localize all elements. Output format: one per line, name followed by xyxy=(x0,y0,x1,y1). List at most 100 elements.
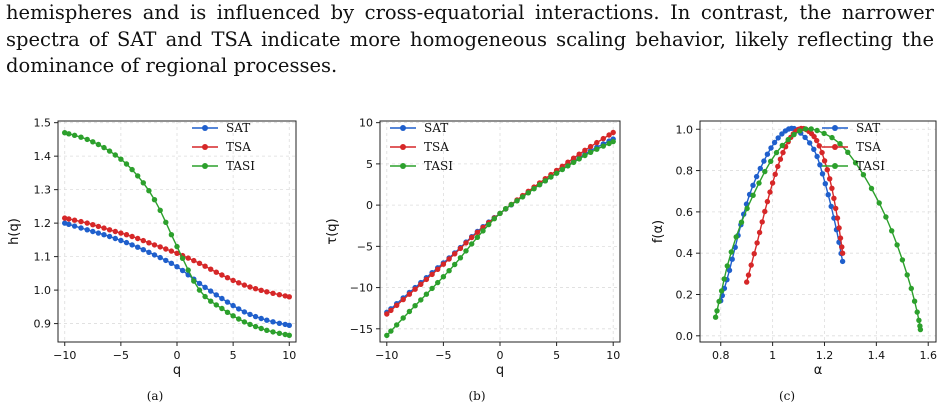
data-point-tsa xyxy=(764,198,771,205)
y-tick-label: 1.0 xyxy=(676,123,694,136)
data-point-tasi xyxy=(118,156,124,162)
data-point-tsa xyxy=(744,279,750,285)
data-point-tasi xyxy=(241,319,248,325)
data-point-tasi xyxy=(576,156,582,162)
data-point-tasi xyxy=(174,243,180,250)
legend-label-sat: SAT xyxy=(424,121,448,135)
data-point-tsa xyxy=(241,282,248,288)
data-point-tsa xyxy=(146,240,152,246)
data-point-sat xyxy=(90,228,96,235)
data-point-tasi xyxy=(258,325,264,332)
data-point-tasi xyxy=(264,327,270,333)
data-point-tasi xyxy=(514,198,520,204)
data-point-tasi xyxy=(536,182,543,188)
data-point-sat xyxy=(761,158,767,164)
series-line-tsa xyxy=(746,127,844,283)
data-point-tasi xyxy=(553,170,560,176)
y-tick-label: 5 xyxy=(366,158,373,171)
data-point-sat xyxy=(814,153,820,160)
data-point-tasi xyxy=(423,291,430,297)
legend-marker-sat xyxy=(400,125,406,131)
panel-caption: (a) xyxy=(147,389,164,403)
data-point-tsa xyxy=(836,225,842,231)
data-point-sat xyxy=(140,247,146,253)
legend-marker-tsa xyxy=(400,144,406,150)
data-point-tsa xyxy=(565,159,571,165)
data-point-tasi xyxy=(196,287,203,293)
data-point-tasi xyxy=(469,241,475,247)
y-tick-label: 1.0 xyxy=(34,284,52,297)
data-point-tsa xyxy=(135,235,141,242)
data-point-tsa xyxy=(767,189,773,195)
data-point-tsa xyxy=(814,137,820,144)
data-point-tasi xyxy=(889,228,895,234)
data-point-sat xyxy=(819,171,826,177)
data-point-tsa xyxy=(777,156,784,162)
paragraph-line: dominance of regional processes. xyxy=(6,54,338,77)
data-point-sat xyxy=(129,242,135,248)
data-point-tasi xyxy=(899,257,906,263)
x-axis-label: q xyxy=(173,363,181,378)
data-point-tasi xyxy=(876,200,882,206)
axes-frame xyxy=(699,120,937,343)
data-point-tsa xyxy=(84,220,90,226)
data-point-tsa xyxy=(163,246,169,252)
legend-marker-tsa xyxy=(832,144,838,150)
data-point-tsa xyxy=(224,275,231,281)
x-tick-label: −5 xyxy=(113,349,129,362)
paragraph-line: hemispheres and is influenced by cross-e… xyxy=(6,1,934,24)
legend-marker-tasi xyxy=(400,163,406,169)
data-point-tasi xyxy=(750,192,756,198)
data-point-tsa xyxy=(811,133,817,140)
data-point-sat xyxy=(753,173,760,180)
data-point-tasi xyxy=(600,143,606,149)
data-point-tasi xyxy=(486,221,492,228)
data-point-tasi xyxy=(270,329,276,335)
data-point-sat xyxy=(106,233,113,240)
data-point-sat xyxy=(750,182,756,188)
data-point-sat xyxy=(726,267,733,273)
data-point-tsa xyxy=(769,180,776,186)
data-point-tasi xyxy=(762,168,768,175)
data-point-tsa xyxy=(95,223,102,230)
data-point-tasi xyxy=(168,232,175,238)
data-point-sat xyxy=(252,313,259,320)
data-point-tasi xyxy=(429,285,435,292)
data-point-tsa xyxy=(829,185,835,191)
data-point-tsa xyxy=(819,149,825,156)
data-point-tasi xyxy=(791,131,797,138)
data-point-tasi xyxy=(157,207,163,213)
y-axis-label: f(α) xyxy=(651,220,666,243)
x-tick-label: 1 xyxy=(769,349,776,362)
data-point-sat xyxy=(61,220,68,226)
data-point-tasi xyxy=(230,313,236,319)
data-point-tasi xyxy=(606,140,612,147)
data-point-tsa xyxy=(191,257,197,264)
data-point-tasi xyxy=(406,308,413,315)
data-point-sat xyxy=(771,139,778,146)
data-point-tasi xyxy=(452,261,458,268)
data-point-tsa xyxy=(185,255,191,261)
data-point-tasi xyxy=(837,141,843,147)
y-tick-label: 0.2 xyxy=(676,288,694,301)
data-point-tasi xyxy=(95,141,102,148)
data-point-tsa xyxy=(412,286,418,292)
data-point-tasi xyxy=(282,331,288,338)
data-point-sat xyxy=(822,181,828,187)
data-point-tsa xyxy=(264,289,270,295)
data-point-tsa xyxy=(587,143,594,150)
legend-label-tasi: TASI xyxy=(226,159,255,173)
data-point-sat xyxy=(779,131,785,137)
data-point-sat xyxy=(811,146,817,152)
data-point-tasi xyxy=(286,332,292,338)
x-tick-label: 1.6 xyxy=(919,349,937,362)
data-point-sat xyxy=(101,232,107,238)
data-point-tsa xyxy=(440,261,447,267)
data-point-tasi xyxy=(71,132,78,138)
data-point-tasi xyxy=(140,180,146,186)
data-point-tsa xyxy=(270,290,276,296)
data-point-tasi xyxy=(224,309,231,315)
data-point-tasi xyxy=(129,166,135,173)
data-point-tsa xyxy=(759,219,765,225)
data-point-tasi xyxy=(179,255,186,261)
